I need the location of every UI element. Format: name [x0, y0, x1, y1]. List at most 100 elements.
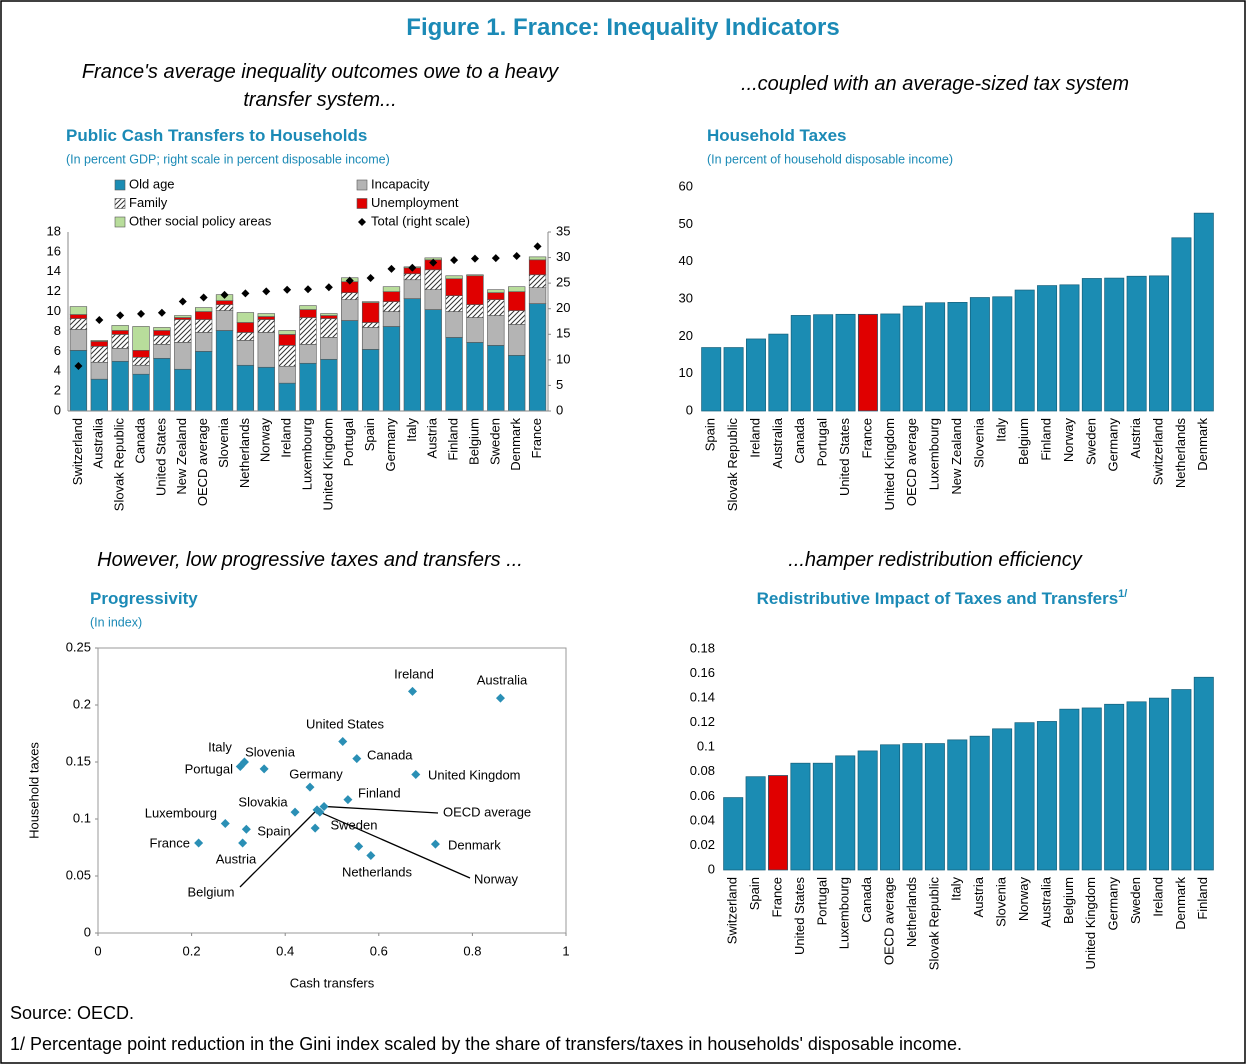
x-tick-label: Spain: [703, 418, 718, 451]
x-tick-label: United States: [153, 418, 168, 497]
bar-segment: [278, 345, 296, 367]
total-marker: [429, 258, 438, 267]
bar: [723, 797, 744, 871]
y-tick-label: 0.12: [690, 714, 715, 729]
bar-segment: [445, 275, 463, 280]
legend-label: Old age: [129, 176, 175, 191]
bar-segment: [69, 350, 88, 412]
x-tick-label: Italy: [949, 877, 964, 901]
x-tick-label: Australia: [91, 417, 106, 468]
bar-segment: [215, 310, 234, 331]
legend-swatch: [356, 198, 368, 209]
x-tick-label: Sweden: [1083, 418, 1098, 465]
bar: [947, 739, 968, 871]
point: [495, 693, 505, 703]
x-tick-label: Slovenia: [216, 417, 231, 468]
bar-segment: [132, 364, 150, 375]
bar-segment: [299, 362, 317, 412]
y-tick-label: 0.1: [697, 739, 715, 754]
bar-segment: [236, 364, 255, 412]
x-tick-label: France: [769, 877, 784, 917]
chart-title: Public Cash Transfers to Households: [66, 126, 367, 145]
point: [220, 819, 230, 829]
bar: [969, 297, 990, 412]
point-label: OECD average: [443, 804, 531, 819]
x-tick-label: Belgium: [1016, 418, 1031, 465]
x-tick-label: Spain: [747, 877, 762, 910]
x-tick-label: Netherlands: [237, 418, 252, 489]
legend-swatch: [356, 179, 368, 191]
point: [194, 838, 204, 848]
y-tick-label: 0: [84, 924, 91, 939]
bar: [902, 305, 923, 412]
bar: [768, 333, 789, 412]
bar-segment: [424, 269, 442, 290]
x-tick-label: 0.4: [276, 943, 294, 958]
bar-segment: [69, 329, 88, 351]
bar: [701, 347, 722, 412]
y-tick-label: 0.2: [73, 696, 91, 711]
total-marker: [220, 290, 229, 299]
y2-tick-label: 0: [556, 402, 563, 417]
point: [290, 807, 300, 817]
x-tick-label: Canada: [859, 876, 874, 922]
bar-segment: [174, 315, 192, 318]
point-label: Portugal: [185, 761, 234, 776]
point-label: Netherlands: [342, 864, 413, 879]
x-tick-label: Switzerland: [1150, 418, 1165, 485]
bar-segment: [445, 295, 463, 312]
bar-segment: [69, 306, 88, 315]
x-tick-label: Germany: [383, 418, 398, 472]
y-tick-label: 0.25: [66, 639, 91, 654]
point: [319, 801, 329, 811]
bar-segment: [90, 346, 108, 363]
bar: [1171, 237, 1192, 412]
legend-swatch: [114, 216, 126, 228]
bar-segment: [132, 350, 150, 358]
total-marker: [262, 287, 271, 296]
x-tick-label: United States: [792, 877, 807, 956]
bar-segment: [174, 368, 192, 412]
y2-tick-label: 35: [556, 223, 570, 238]
y-tick-label: 50: [679, 216, 693, 231]
x-tick-label: Portugal: [814, 877, 829, 926]
point-label: France: [150, 835, 190, 850]
y-tick-label: 0.08: [690, 763, 715, 778]
x-tick-label: Italy: [994, 418, 1009, 442]
x-tick-label: Austria: [1128, 417, 1143, 458]
y-tick-label: 10: [679, 365, 693, 380]
bar: [902, 743, 923, 871]
legend-label: Unemployment: [371, 195, 459, 210]
x-tick-label: Slovak Republic: [112, 418, 127, 512]
bar-segment: [487, 315, 505, 346]
x-tick-label: Luxembourg: [837, 877, 852, 949]
bar-segment: [153, 335, 171, 345]
x-tick-label: France: [859, 418, 874, 458]
bar-segment: [466, 342, 484, 412]
x-tick-label: Slovak Republic: [926, 877, 941, 971]
x-tick-label: Slovenia: [994, 876, 1009, 927]
y-tick-label: 0.05: [66, 867, 91, 882]
legend-label: Total (right scale): [371, 213, 470, 228]
bar-segment: [528, 256, 547, 261]
point: [235, 762, 245, 772]
x-tick-label: Denmark: [508, 418, 523, 471]
point-label: Australia: [477, 672, 528, 687]
bar-segment: [111, 325, 129, 331]
bar-segment: [257, 316, 275, 320]
bar-segment: [466, 304, 484, 318]
x-tick-label: Switzerland: [725, 877, 740, 944]
x-tick-label: Australia: [770, 417, 785, 468]
bar: [1059, 708, 1080, 871]
bar-segment: [528, 287, 547, 304]
bar-segment: [195, 351, 213, 412]
bar-segment: [215, 330, 234, 412]
bar-segment: [153, 344, 171, 359]
total-marker: [283, 285, 292, 294]
x-tick-label: Austria: [971, 876, 986, 917]
bar: [1059, 284, 1080, 412]
bar: [880, 313, 901, 412]
total-marker: [304, 285, 312, 294]
caption: ...coupled with an average-sized tax sys…: [741, 73, 1129, 95]
